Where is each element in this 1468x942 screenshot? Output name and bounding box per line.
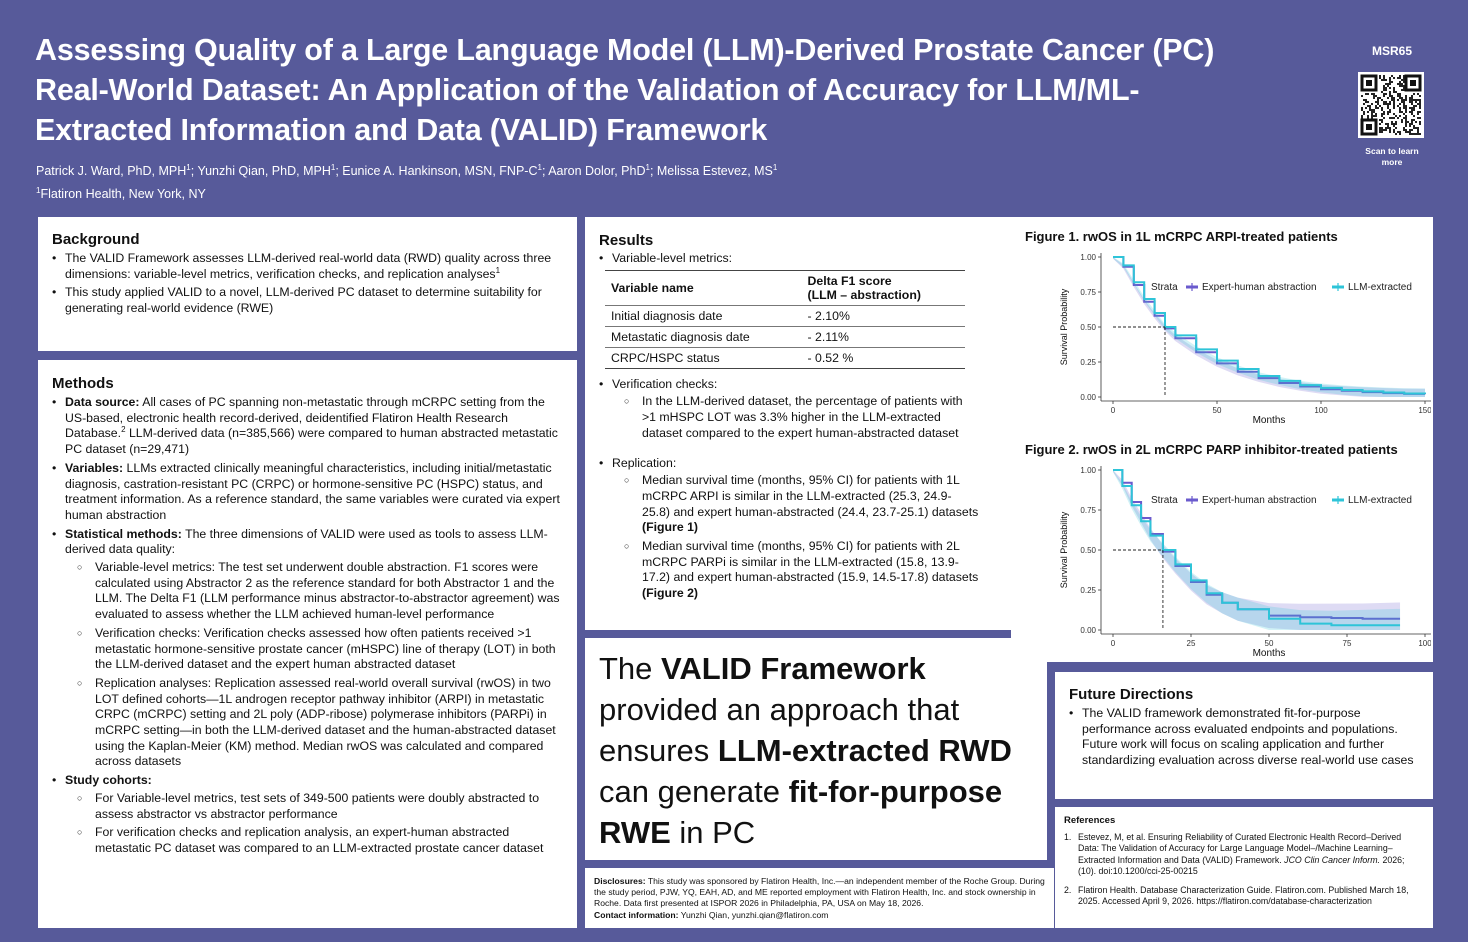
y-tick-label: 0.75: [1080, 288, 1096, 297]
x-tick-label: 75: [1343, 639, 1352, 648]
list-item: Study cohorts: For Variable-level metric…: [52, 773, 563, 857]
list-item: Verification checks: Verification checks…: [77, 626, 563, 673]
affiliation: 1Flatiron Health, New York, NY: [36, 185, 206, 201]
series-line: [1113, 469, 1401, 620]
legend-label: Expert-human abstraction: [1202, 495, 1317, 506]
x-tick-label: 0: [1111, 639, 1116, 648]
list-item: 2. Flatiron Health. Database Characteriza…: [1064, 885, 1409, 907]
x-tick-label: 50: [1213, 406, 1222, 415]
list-item: Variable-level metrics:: [599, 251, 979, 267]
y-tick-label: 0.25: [1080, 358, 1096, 367]
x-tick-label: 150: [1418, 406, 1431, 415]
figure-1-chart: 0.00 0.25 0.50 0.75 1.00 0 50 100 150 Months Survi…: [1059, 253, 1431, 425]
background-heading: Background: [52, 231, 140, 248]
author-list: Patrick J. Ward, PhD, MPH1; Yunzhi Qian,…: [36, 162, 778, 178]
figure-2-chart: 0.00 0.25 0.50 0.75 1.00 0 25 50 75 100 Months Surv…: [1059, 466, 1431, 658]
legend-label: LLM-extracted: [1348, 495, 1412, 506]
list-item: This study applied VALID to a novel, LLM…: [52, 285, 563, 316]
y-axis-label: Survival Probability: [1059, 511, 1069, 588]
series-line: [1113, 256, 1426, 395]
key-message-panel: The VALID Framework provided an approach…: [585, 638, 1047, 860]
series-line: [1113, 469, 1401, 627]
x-tick-label: 100: [1314, 406, 1328, 415]
table-row: CRPC/HSPC status - 0.52 %: [605, 346, 965, 369]
poster-id: MSR65: [1371, 44, 1412, 58]
results-panel: Results Variable-level metrics: Variable…: [585, 217, 1054, 630]
methods-heading: Methods: [52, 375, 114, 392]
x-tick-label: 0: [1111, 406, 1116, 415]
table-header: Variable name: [611, 280, 694, 295]
y-tick-label: 0.25: [1080, 586, 1096, 595]
future-heading: Future Directions: [1069, 686, 1194, 703]
list-item: The VALID Framework assesses LLM-derived…: [52, 251, 563, 282]
list-item: Statistical methods: The three dimension…: [52, 527, 563, 771]
qr-caption: Scan to learn more: [1365, 146, 1419, 167]
list-item: In the LLM-derived dataset, the percenta…: [624, 394, 979, 441]
y-tick-label: 0.50: [1080, 323, 1096, 332]
y-axis-label: Survival Probability: [1059, 288, 1069, 365]
x-axis-label: Months: [1253, 415, 1286, 425]
background-panel: Background The VALID Framework assesses …: [38, 217, 577, 351]
list-item: Verification checks: In the LLM-derived …: [599, 377, 979, 442]
x-axis-label: Months: [1253, 648, 1286, 658]
legend-label: Expert-human abstraction: [1202, 282, 1317, 293]
references-panel: References 1. Estevez, M, et al. Ensuring…: [1055, 807, 1433, 928]
series-ci-band: [1113, 470, 1401, 630]
x-tick-label: 25: [1187, 639, 1196, 648]
y-tick-label: 0.00: [1080, 393, 1096, 402]
references-heading: References: [1064, 815, 1116, 826]
list-item: Variables: LLMs extracted clinically mea…: [52, 461, 563, 524]
x-tick-label: 50: [1265, 639, 1274, 648]
list-item: Replication: Median survival time (month…: [599, 456, 979, 602]
list-item: Replication analyses: Replication assess…: [77, 676, 563, 770]
author-name: Yunzhi Qian, PhD, MPH: [197, 164, 331, 178]
y-tick-label: 0.00: [1080, 626, 1096, 635]
legend-title: Strata: [1151, 495, 1178, 506]
author-name: Melissa Estevez, MS: [656, 164, 773, 178]
list-item: Data source: All cases of PC spanning no…: [52, 395, 563, 458]
table-row: Initial diagnosis date - 2.10%: [605, 304, 965, 327]
series-line: [1113, 256, 1426, 395]
results-heading: Results: [599, 232, 654, 249]
legend-label: LLM-extracted: [1348, 282, 1412, 293]
y-tick-label: 0.75: [1080, 506, 1096, 515]
legend-title: Strata: [1151, 282, 1178, 293]
figure-1-title: Figure 1. rwOS in 1L mCRPC ARPI-treated …: [1025, 229, 1338, 244]
list-item: 1. Estevez, M, et al. Ensuring Reliabilit…: [1064, 832, 1405, 876]
y-tick-label: 0.50: [1080, 546, 1096, 555]
table-header: Delta F1 score (LLM – abstraction): [807, 273, 921, 302]
list-item: The VALID framework demonstrated fit-for…: [1069, 706, 1419, 769]
table-row: Metastatic diagnosis date - 2.11%: [605, 325, 965, 348]
series-ci-band: [1113, 470, 1401, 630]
x-tick-label: 100: [1418, 639, 1431, 648]
disclosures-panel: Disclosures: This study was sponsored by…: [585, 868, 1054, 928]
list-item: Median survival time (months, 95% CI) fo…: [624, 539, 979, 602]
future-directions-panel: Future Directions The VALID framework de…: [1055, 672, 1433, 799]
methods-panel: Methods Data source: All cases of PC spa…: [38, 360, 577, 928]
list-item: Variable-level metrics: The test set und…: [77, 560, 563, 623]
author-name: Eunice A. Hankinson, MSN, FNP-C: [342, 164, 538, 178]
y-tick-label: 1.00: [1080, 466, 1096, 475]
figures-panel: Figure 1. rwOS in 1L mCRPC ARPI-treated …: [1011, 217, 1433, 662]
key-message: The VALID Framework provided an approach…: [599, 651, 1012, 850]
disclosures-text: Disclosures: This study was sponsored by…: [594, 876, 1045, 920]
author-name: Patrick J. Ward, PhD, MPH: [36, 164, 187, 178]
delta-f1-table: Variable name Delta F1 score (LLM – abstr…: [605, 270, 965, 369]
author-name: Aaron Dolor, PhD: [548, 164, 646, 178]
list-item: For verification checks and replication …: [77, 825, 563, 856]
poster-title: Assessing Quality of a Large Language Mo…: [35, 33, 1215, 147]
figure-2-title: Figure 2. rwOS in 2L mCRPC PARP inhibito…: [1025, 442, 1398, 457]
list-item: Median survival time (months, 95% CI) fo…: [624, 473, 979, 536]
y-tick-label: 1.00: [1080, 253, 1096, 262]
list-item: For Variable-level metrics, test sets of…: [77, 791, 563, 822]
qr-code-icon[interactable]: [1358, 72, 1424, 138]
